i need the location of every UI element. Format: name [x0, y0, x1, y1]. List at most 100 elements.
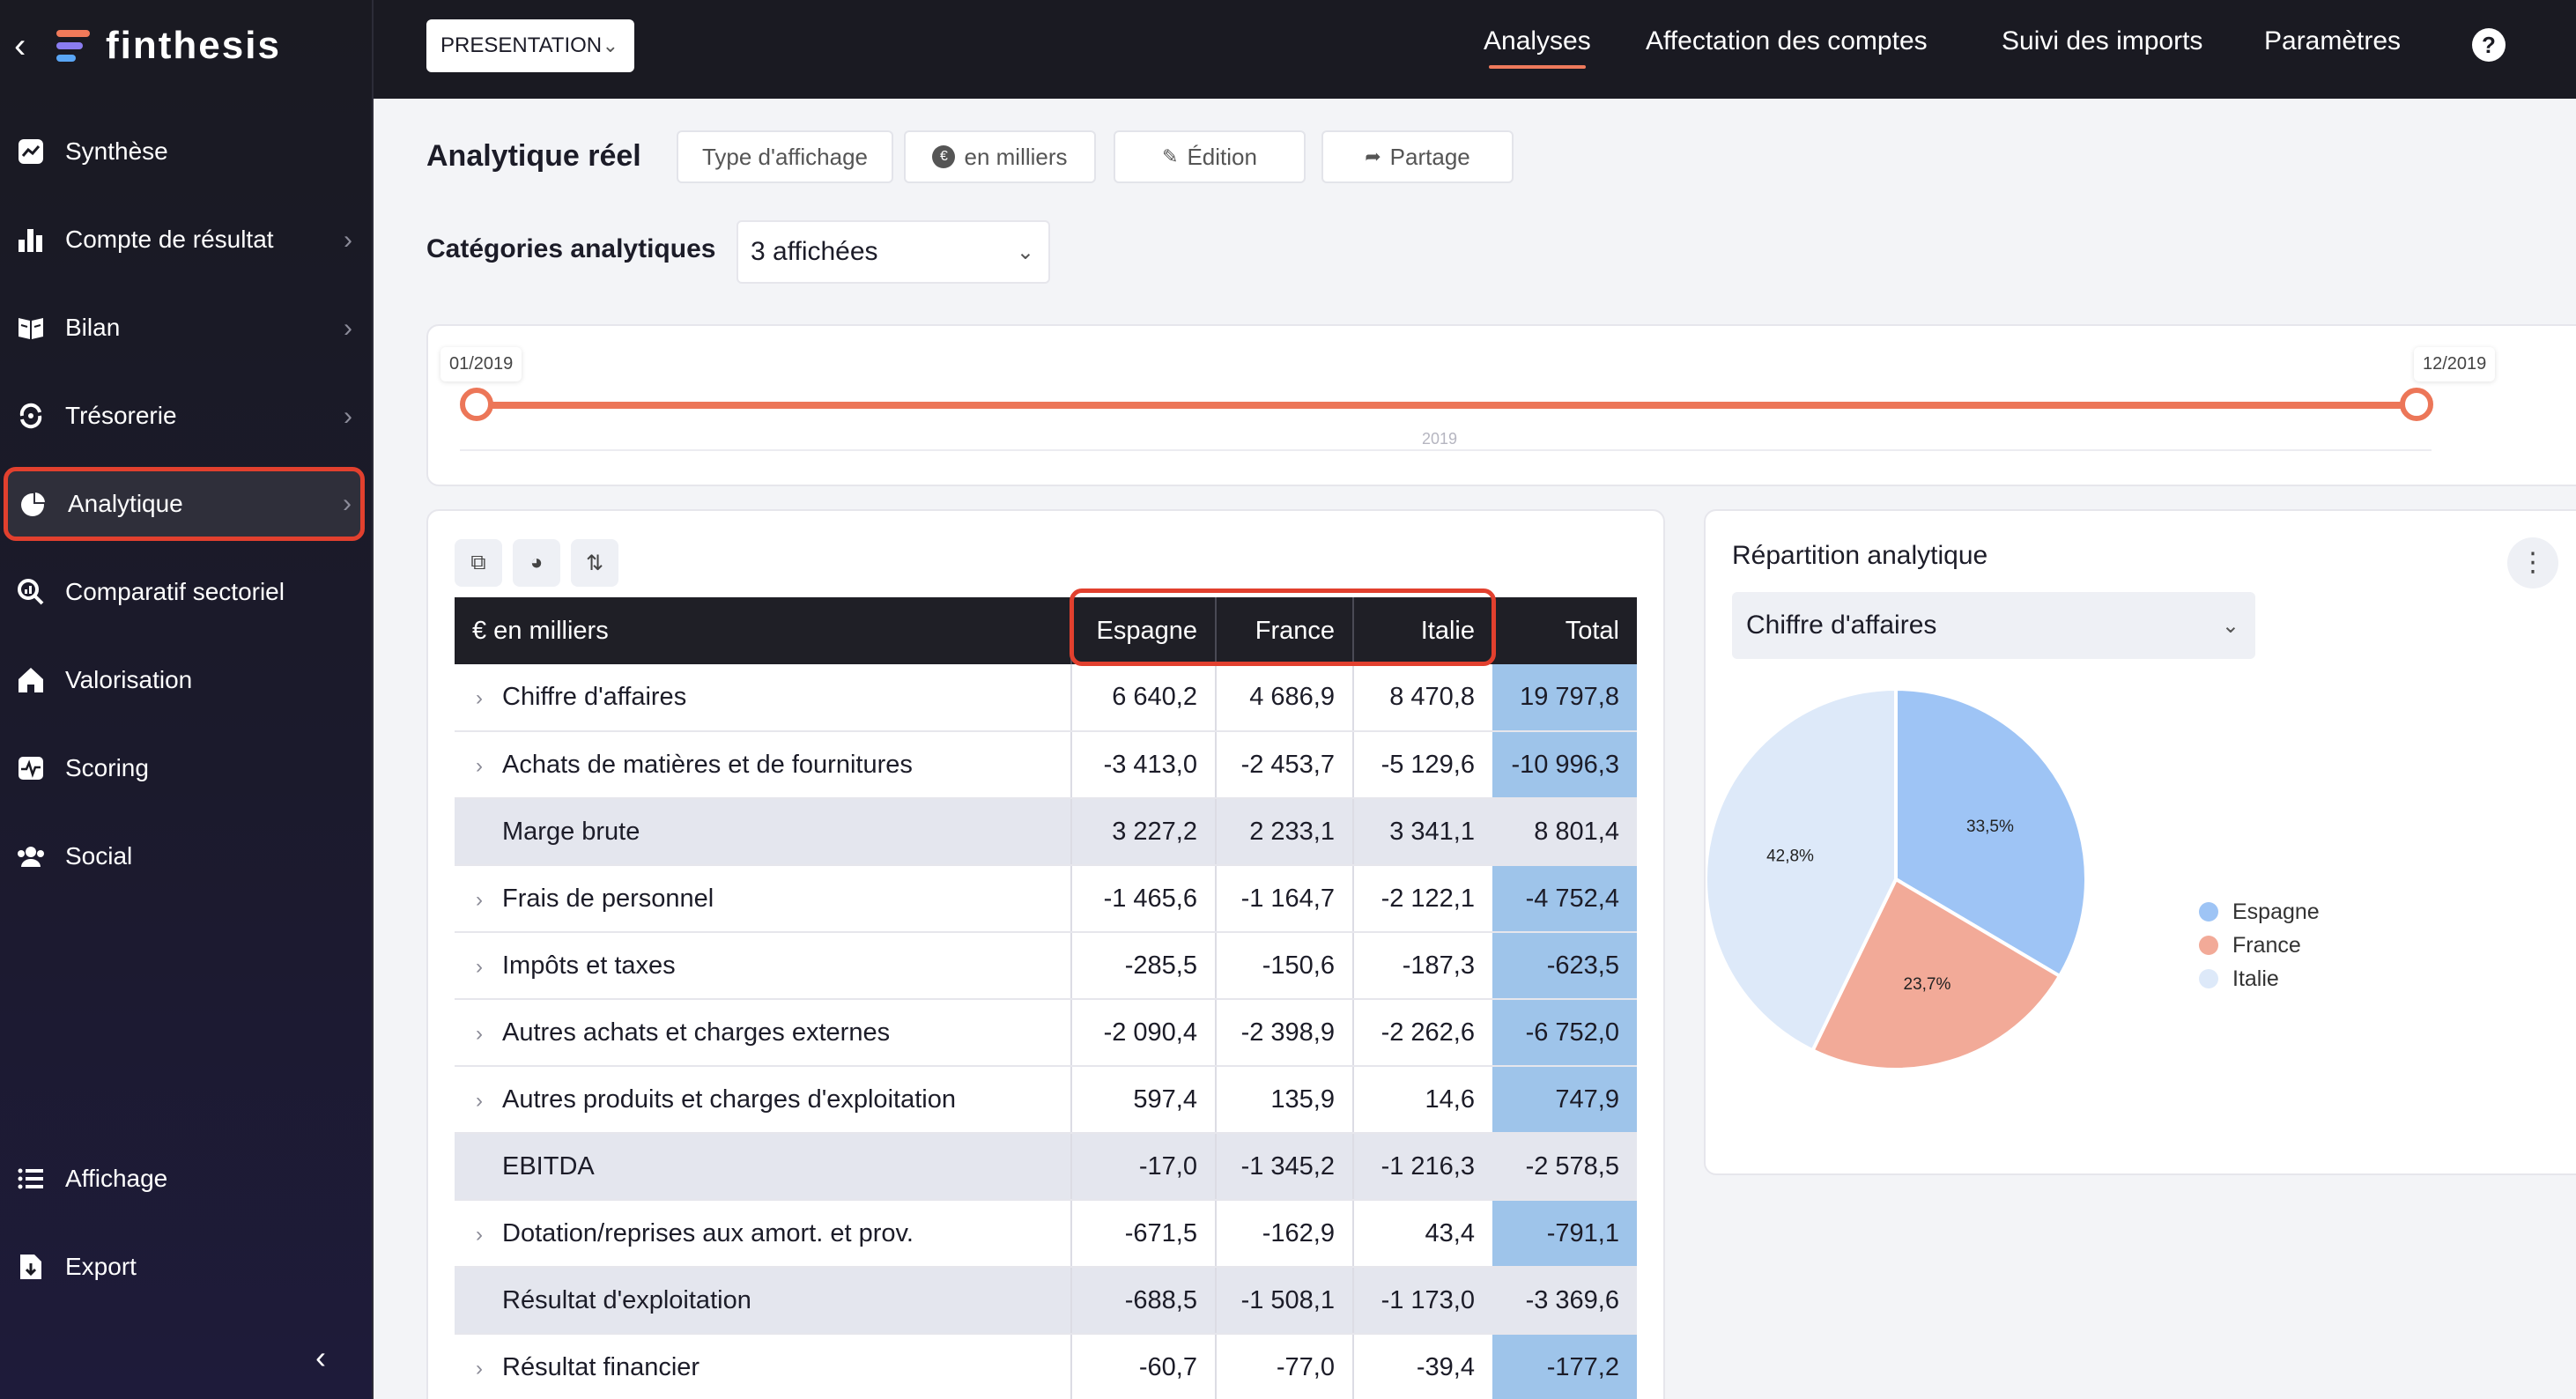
- sidebar-item-synthese[interactable]: Synthèse: [0, 115, 365, 189]
- chevron-right-icon: ›: [343, 489, 352, 518]
- export-icon: [16, 1252, 46, 1282]
- range-start-handle[interactable]: [460, 388, 493, 421]
- tab-affectation-des-comptes[interactable]: Affectation des comptes: [1646, 26, 1928, 56]
- table-row[interactable]: › Achats de matières et de fournitures -3 …: [455, 731, 1637, 799]
- value-cell: 597,4: [1070, 1066, 1216, 1134]
- row-label: EBITDA: [502, 1151, 595, 1181]
- table-row[interactable]: › Chiffre d'affaires 6 640,2 4 686,9 8 470,8…: [455, 664, 1637, 732]
- sidebar-item-label: Valorisation: [65, 666, 193, 693]
- tab-suivi-des-imports[interactable]: Suivi des imports: [2002, 26, 2203, 56]
- expand-chevron-icon[interactable]: ›: [476, 686, 483, 710]
- help-icon[interactable]: ?: [2472, 28, 2506, 62]
- row-label: Dotation/reprises aux amort. et prov.: [502, 1218, 914, 1247]
- sidebar-item-label: Affichage: [65, 1165, 168, 1192]
- table-row[interactable]: › Impôts et taxes -285,5 -150,6 -187,3 -623,5: [455, 932, 1637, 1000]
- pie-slice-espagne[interactable]: [1894, 686, 2088, 979]
- column-header[interactable]: France: [1215, 597, 1353, 664]
- total-cell: -4 752,4: [1492, 865, 1637, 933]
- legend-item[interactable]: Espagne: [2199, 895, 2320, 929]
- edit-button[interactable]: ✎ Édition: [1114, 130, 1306, 183]
- value-cell: -671,5: [1070, 1200, 1216, 1268]
- year-axis: [460, 449, 2432, 451]
- sidebar-item-social[interactable]: Social: [0, 819, 365, 893]
- palette-icon[interactable]: ◕: [513, 539, 560, 587]
- sidebar-item-affichage[interactable]: Affichage: [0, 1142, 365, 1216]
- sidebar-item-compte-de-resultat[interactable]: Compte de résultat ›: [0, 203, 365, 277]
- row-label-cell: › Impôts et taxes: [455, 932, 1071, 1000]
- sidebar-item-bilan[interactable]: Bilan ›: [0, 291, 365, 365]
- expand-chevron-icon[interactable]: ›: [476, 1356, 483, 1380]
- value-cell: -2 090,4: [1070, 999, 1216, 1067]
- collapse-sidebar-icon[interactable]: ‹: [315, 1339, 326, 1375]
- sidebar-item-analytique[interactable]: Analytique ›: [4, 467, 365, 541]
- row-label: Marge brute: [502, 817, 640, 846]
- column-header[interactable]: Italie: [1352, 597, 1492, 664]
- sidebar-item-scoring[interactable]: Scoring: [0, 731, 365, 805]
- table-row[interactable]: › Frais de personnel -1 465,6 -1 164,7 -2 12…: [455, 865, 1637, 933]
- home-icon: [16, 665, 46, 695]
- copy-icon[interactable]: ⧉: [455, 539, 502, 587]
- more-options-icon[interactable]: ⋮: [2507, 537, 2558, 588]
- row-label: Impôts et taxes: [502, 951, 676, 980]
- expand-chevron-icon[interactable]: ›: [476, 1021, 483, 1046]
- table-row[interactable]: › Dotation/reprises aux amort. et prov. -6…: [455, 1200, 1637, 1268]
- chevron-right-icon: ›: [344, 314, 352, 343]
- range-end-handle[interactable]: [2400, 388, 2433, 421]
- book-icon: [16, 313, 46, 343]
- expand-chevron-icon[interactable]: ›: [476, 954, 483, 979]
- row-label-cell: › Résultat financier: [455, 1334, 1071, 1399]
- sidebar-item-valorisation[interactable]: Valorisation: [0, 643, 365, 717]
- pie-slice-italie[interactable]: [1706, 686, 1898, 1053]
- expand-chevron-icon[interactable]: ›: [476, 753, 483, 778]
- value-cell: 4 686,9: [1215, 664, 1353, 732]
- column-header[interactable]: Espagne: [1070, 597, 1216, 664]
- display-type-button[interactable]: Type d'affichage: [677, 130, 893, 183]
- categories-select[interactable]: 3 affichées ⌄: [737, 220, 1050, 284]
- value-cell: 8 470,8: [1352, 664, 1492, 732]
- table-row[interactable]: › Résultat financier -60,7 -77,0 -39,4 -177,2: [455, 1334, 1637, 1399]
- company-select[interactable]: PRESENTATION ⌄: [426, 19, 634, 72]
- sidebar-item-label: Synthèse: [65, 137, 168, 165]
- tab-analyses[interactable]: Analyses: [1484, 26, 1591, 69]
- value-cell: 6 640,2: [1070, 664, 1216, 732]
- brand: ‹ finthesis: [14, 18, 281, 74]
- legend-item[interactable]: Italie: [2199, 962, 2320, 996]
- period-track[interactable]: [477, 402, 2416, 409]
- pie-data-label: 33,5%: [1966, 818, 2014, 836]
- value-cell: -3 413,0: [1070, 731, 1216, 799]
- expand-chevron-icon[interactable]: ›: [476, 1222, 483, 1247]
- brand-name: finthesis: [106, 24, 281, 67]
- table-row[interactable]: › Autres achats et charges externes -2 090…: [455, 999, 1637, 1067]
- sidebar-item-label: Bilan: [65, 314, 121, 341]
- pulse-icon: [16, 753, 46, 783]
- sidebar-item-export[interactable]: Export: [0, 1230, 365, 1304]
- unit-button[interactable]: € en milliers: [904, 130, 1096, 183]
- sidebar-item-tresorerie[interactable]: Trésorerie ›: [0, 379, 365, 453]
- table-row[interactable]: › Autres produits et charges d'exploitati…: [455, 1066, 1637, 1134]
- tab-parametres[interactable]: Paramètres: [2264, 26, 2402, 56]
- row-label-cell: › Chiffre d'affaires: [455, 664, 1071, 732]
- sidebar-item-label: Export: [65, 1253, 137, 1280]
- value-cell: 135,9: [1215, 1066, 1353, 1134]
- pie-metric-select[interactable]: Chiffre d'affaires ⌄: [1732, 592, 2255, 659]
- legend-item[interactable]: France: [2199, 929, 2320, 962]
- value-cell: 3 341,1: [1352, 798, 1492, 866]
- column-header: Total: [1492, 597, 1637, 664]
- back-icon[interactable]: ‹: [14, 26, 26, 65]
- search-chart-icon: [16, 577, 46, 607]
- value-cell: -2 122,1: [1352, 865, 1492, 933]
- value-cell: -1 345,2: [1215, 1133, 1353, 1201]
- currency-icon: €: [932, 145, 956, 168]
- sidebar-item-comparatif-sectoriel[interactable]: Comparatif sectoriel: [0, 555, 365, 629]
- value-cell: -1 173,0: [1352, 1267, 1492, 1335]
- row-label: Achats de matières et de fournitures: [502, 750, 913, 779]
- pie-legend: Espagne France Italie: [2199, 895, 2320, 996]
- pie-data-label: 23,7%: [1904, 975, 1951, 994]
- table-row: EBITDA -17,0 -1 345,2 -1 216,3 -2 578,5: [455, 1133, 1637, 1201]
- row-label: Résultat d'exploitation: [502, 1285, 751, 1314]
- sort-icon[interactable]: ⇅: [571, 539, 618, 587]
- expand-chevron-icon[interactable]: ›: [476, 887, 483, 912]
- share-button[interactable]: ➦ Partage: [1321, 130, 1514, 183]
- total-cell: -177,2: [1492, 1334, 1637, 1399]
- expand-chevron-icon[interactable]: ›: [476, 1088, 483, 1113]
